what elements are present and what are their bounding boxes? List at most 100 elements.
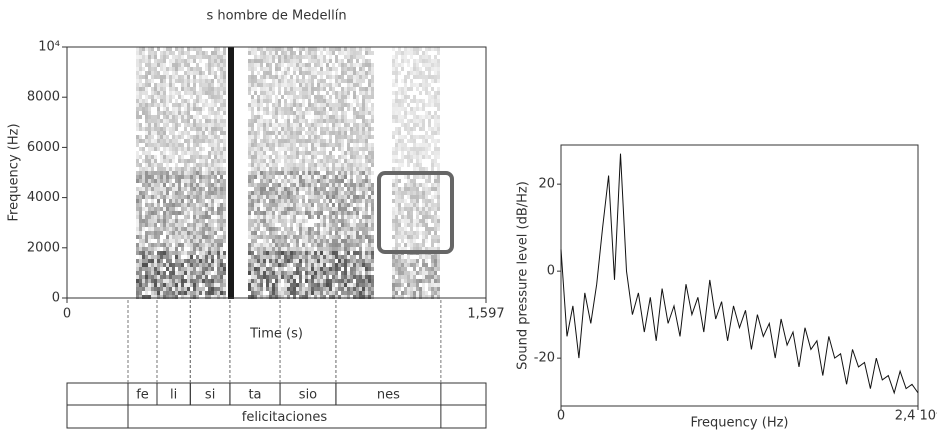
spectrogram-texture (296, 163, 299, 167)
spectrogram-texture (341, 187, 344, 191)
spectrogram-texture (278, 67, 281, 71)
spectrogram-texture (323, 267, 326, 271)
spectrogram-texture (287, 199, 290, 203)
spectrogram-texture (257, 71, 260, 75)
spectrogram-texture (172, 91, 175, 95)
spectrogram-texture (211, 287, 214, 291)
spectrogram-texture (323, 251, 326, 255)
spectrogram-texture (434, 227, 437, 231)
spectrogram-texture (401, 295, 404, 299)
spectrogram-texture (266, 71, 269, 75)
spectrogram-texture (362, 251, 365, 255)
spectrogram-texture (371, 155, 374, 159)
spectrogram-texture (205, 127, 208, 131)
spectrogram-texture (281, 147, 284, 151)
spectrogram-texture (266, 171, 269, 175)
spectrogram-texture (187, 87, 190, 91)
spectrogram-texture (257, 107, 260, 111)
spectrogram-texture (278, 103, 281, 107)
spectrogram-texture (254, 147, 257, 151)
spectrogram-texture (314, 135, 317, 139)
spectrogram-texture (154, 55, 157, 59)
spectrogram-texture (208, 91, 211, 95)
spectrogram-texture (248, 271, 251, 275)
spectrogram-texture (338, 179, 341, 183)
spectrogram-texture (187, 175, 190, 179)
spectrogram-texture (169, 171, 172, 175)
spectrogram-texture (329, 95, 332, 99)
spectrogram-texture (166, 239, 169, 243)
spectrogram-texture (266, 223, 269, 227)
spectrogram-texture (368, 91, 371, 95)
spectrogram-texture (172, 199, 175, 203)
spectrogram-texture (368, 195, 371, 199)
spectrogram-texture (208, 115, 211, 119)
spectrogram-texture (148, 51, 151, 55)
spectrogram-texture (362, 123, 365, 127)
spectrogram-texture (199, 135, 202, 139)
spectrogram-texture (251, 203, 254, 207)
spectrogram-texture (293, 135, 296, 139)
spectrogram-texture (320, 115, 323, 119)
spectrogram-texture (187, 255, 190, 259)
spectrogram-texture (136, 151, 139, 155)
spectrogram-texture (302, 251, 305, 255)
spectrogram-texture (184, 111, 187, 115)
spectrogram-texture (254, 235, 257, 239)
spectrogram-texture (395, 99, 398, 103)
spectrogram-texture (413, 107, 416, 111)
spectrogram-texture (178, 195, 181, 199)
spectrogram-texture (231, 55, 234, 59)
spectrogram-texture (419, 91, 422, 95)
spectrogram-texture (368, 219, 371, 223)
spectrogram-texture (356, 259, 359, 263)
spectrogram-texture (350, 223, 353, 227)
spectrogram-texture (359, 159, 362, 163)
spectrogram-texture (278, 271, 281, 275)
spectrogram-texture (205, 207, 208, 211)
spectrogram-texture (365, 283, 368, 287)
spectrogram-texture (320, 63, 323, 67)
spectrogram-texture (196, 283, 199, 287)
spectrogram-texture (263, 59, 266, 63)
spectrogram-texture (410, 207, 413, 211)
spectrogram-texture (296, 243, 299, 247)
spectrogram-texture (181, 51, 184, 55)
spectrogram-texture (269, 199, 272, 203)
spectrogram-texture (187, 99, 190, 103)
spectrogram-texture (356, 195, 359, 199)
spectrogram-texture (193, 91, 196, 95)
spectrogram-texture (172, 227, 175, 231)
spectrogram-texture (251, 263, 254, 267)
spectrogram-texture (410, 51, 413, 55)
spectrogram-texture (326, 227, 329, 231)
spectrogram-texture (392, 155, 395, 159)
spectrogram-texture (160, 171, 163, 175)
spectrogram-texture (281, 111, 284, 115)
spectrogram-texture (263, 171, 266, 175)
spectrogram-texture (272, 51, 275, 55)
spectrogram-texture (407, 139, 410, 143)
spectrogram-texture (347, 151, 350, 155)
spectrogram-texture (160, 291, 163, 295)
spectrogram-texture (199, 259, 202, 263)
spectrogram-texture (263, 243, 266, 247)
spectrogram-texture (154, 63, 157, 67)
spectrogram-texture (344, 115, 347, 119)
spectrogram-texture (269, 231, 272, 235)
spectrogram-texture (296, 75, 299, 79)
spectrogram-texture (263, 111, 266, 115)
spectrogram-texture (398, 227, 401, 231)
spectrogram-texture (392, 91, 395, 95)
spectrogram-texture (365, 247, 368, 251)
spectrogram-texture (317, 87, 320, 91)
spectrogram-texture (398, 295, 401, 299)
spectrogram-texture (362, 267, 365, 271)
spectrogram-texture (314, 231, 317, 235)
spectrogram-texture (196, 67, 199, 71)
spectrogram-texture (208, 295, 211, 299)
spectrogram-texture (142, 263, 145, 267)
spectrogram-texture (335, 67, 338, 71)
spectrogram-texture (145, 99, 148, 103)
spectrogram-texture (257, 63, 260, 67)
